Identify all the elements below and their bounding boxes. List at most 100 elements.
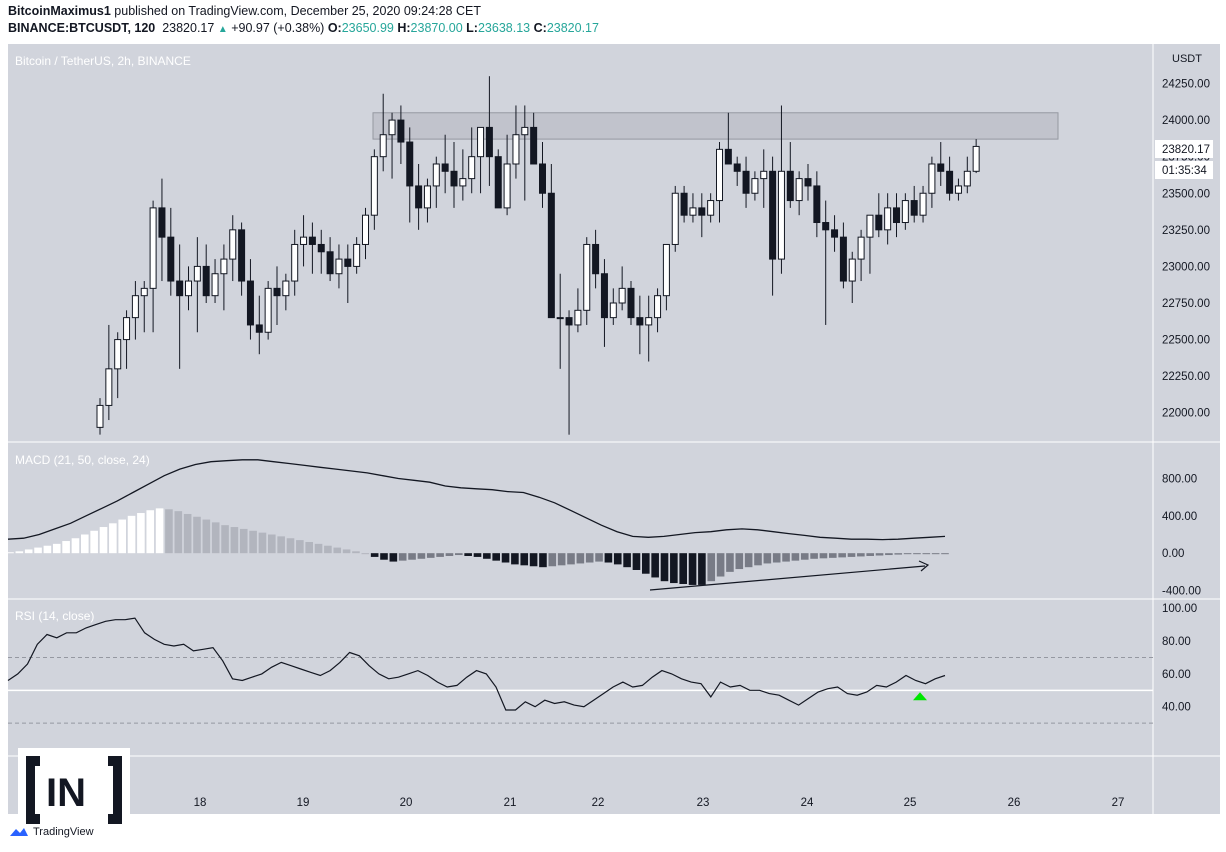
candle-body bbox=[344, 258, 352, 267]
candle-body bbox=[547, 192, 555, 319]
candle-body bbox=[565, 317, 573, 326]
candle-body bbox=[600, 273, 608, 319]
macd-histogram-bar bbox=[230, 527, 239, 554]
chart-title: Bitcoin / TetherUS, 2h, BINANCE bbox=[15, 54, 191, 68]
candle-body bbox=[423, 185, 431, 209]
candle-body bbox=[574, 309, 582, 326]
macd-trendline-arrowhead bbox=[918, 560, 930, 572]
macd-histogram-bar bbox=[352, 551, 360, 554]
macd-histogram-bar bbox=[670, 553, 678, 584]
author[interactable]: BitcoinMaximus1 bbox=[8, 4, 111, 18]
price-tick-label: 23500.00 bbox=[1162, 188, 1210, 200]
macd-histogram-bar bbox=[52, 543, 61, 554]
macd-histogram-bar bbox=[426, 553, 435, 558]
last-price-tag bbox=[1155, 140, 1213, 158]
macd-histogram-bar bbox=[698, 553, 706, 585]
candle-body bbox=[556, 317, 564, 320]
candle-body bbox=[193, 265, 201, 282]
x-tick-label: 21 bbox=[504, 797, 517, 809]
candle-body bbox=[937, 163, 945, 172]
macd-histogram-bar bbox=[800, 553, 809, 560]
close-value: 23820.17 bbox=[546, 21, 599, 35]
candle-body bbox=[202, 265, 210, 297]
macd-histogram-bar bbox=[268, 534, 276, 554]
candle-body bbox=[255, 324, 263, 333]
macd-histogram-bar bbox=[62, 541, 70, 554]
candle-body bbox=[140, 287, 148, 297]
countdown-tag bbox=[1155, 161, 1213, 179]
candle-body bbox=[751, 178, 759, 194]
candle-body bbox=[884, 207, 892, 231]
price-tick-label: 23250.00 bbox=[1162, 225, 1210, 237]
tradingview-watermark: TradingView bbox=[8, 826, 94, 838]
candle-body bbox=[928, 163, 936, 194]
candle-body bbox=[831, 229, 839, 238]
macd-histogram-bar bbox=[595, 553, 603, 562]
candle-body bbox=[901, 200, 909, 224]
macd-histogram-bar bbox=[576, 553, 585, 564]
candle-body bbox=[539, 163, 546, 194]
candle-body bbox=[273, 287, 281, 297]
macd-histogram-bar bbox=[763, 553, 772, 564]
candle-body bbox=[185, 280, 192, 297]
macd-tick-label: -400.00 bbox=[1162, 586, 1201, 598]
low-value: 23638.13 bbox=[477, 21, 531, 35]
publish-info: BitcoinMaximus1 published on TradingView… bbox=[8, 4, 481, 18]
macd-histogram-bar bbox=[71, 538, 80, 554]
ohlc-legend: BINANCE:BTCUSDT, 120 23820.17 ▲ +90.97 (… bbox=[8, 21, 599, 35]
macd-tick-label: 0.00 bbox=[1162, 548, 1184, 560]
macd-histogram-bar bbox=[118, 519, 126, 554]
resistance-zone bbox=[372, 112, 1059, 140]
candle-body bbox=[769, 170, 777, 260]
candle-body bbox=[795, 178, 803, 202]
macd-histogram-bar bbox=[455, 553, 463, 556]
candle-body bbox=[724, 148, 732, 165]
candle-body bbox=[96, 404, 104, 428]
macd-histogram-bar bbox=[838, 553, 846, 558]
macd-histogram-bar bbox=[127, 515, 136, 554]
candle-body bbox=[822, 222, 830, 231]
macd-tick-label: 800.00 bbox=[1162, 473, 1197, 485]
candle-body bbox=[777, 170, 785, 260]
macd-histogram-bar bbox=[305, 541, 313, 554]
macd-histogram-bar bbox=[333, 547, 342, 554]
candle-body bbox=[636, 317, 644, 326]
macd-histogram-bar bbox=[642, 553, 650, 574]
candle-body bbox=[211, 273, 219, 297]
macd-histogram-bar bbox=[660, 553, 669, 582]
macd-histogram-bar bbox=[99, 527, 108, 554]
candle-body bbox=[308, 236, 316, 245]
last-price-axis-label: 23820.17 bbox=[1162, 144, 1210, 156]
macd-histogram-bar bbox=[202, 519, 211, 554]
macd-histogram-bar bbox=[342, 549, 351, 554]
macd-histogram-bar bbox=[380, 553, 388, 560]
price-tick-label: 22000.00 bbox=[1162, 408, 1210, 420]
candle-body bbox=[662, 243, 670, 297]
macd-histogram-bar bbox=[520, 553, 529, 566]
candle-body bbox=[149, 207, 157, 289]
candle-body bbox=[503, 163, 511, 209]
candle-body bbox=[282, 280, 290, 297]
macd-histogram-bar bbox=[249, 530, 257, 554]
x-tick-label: 18 bbox=[194, 797, 207, 809]
price-tick-label: 22750.00 bbox=[1162, 298, 1210, 310]
macd-histogram-bar bbox=[903, 553, 912, 555]
macd-histogram-bar bbox=[894, 553, 903, 555]
candle-body bbox=[583, 243, 591, 311]
macd-histogram-bar bbox=[585, 553, 594, 563]
macd-histogram-bar bbox=[464, 553, 472, 556]
published-text: published on TradingView.com, December 2… bbox=[114, 4, 481, 18]
macd-histogram-bar bbox=[875, 553, 884, 556]
macd-histogram-bar bbox=[501, 553, 510, 563]
macd-histogram-bar bbox=[857, 553, 865, 557]
macd-histogram-bar bbox=[389, 553, 398, 562]
macd-histogram-bar bbox=[324, 545, 332, 554]
macd-histogram-bar bbox=[922, 553, 931, 555]
rsi-signal-marker bbox=[913, 692, 927, 701]
brand-name: TradingView bbox=[33, 826, 94, 838]
macd-histogram-bar bbox=[548, 553, 557, 567]
macd-histogram-bar bbox=[529, 553, 538, 567]
macd-histogram-bar bbox=[155, 508, 164, 554]
candle-body bbox=[618, 287, 626, 304]
